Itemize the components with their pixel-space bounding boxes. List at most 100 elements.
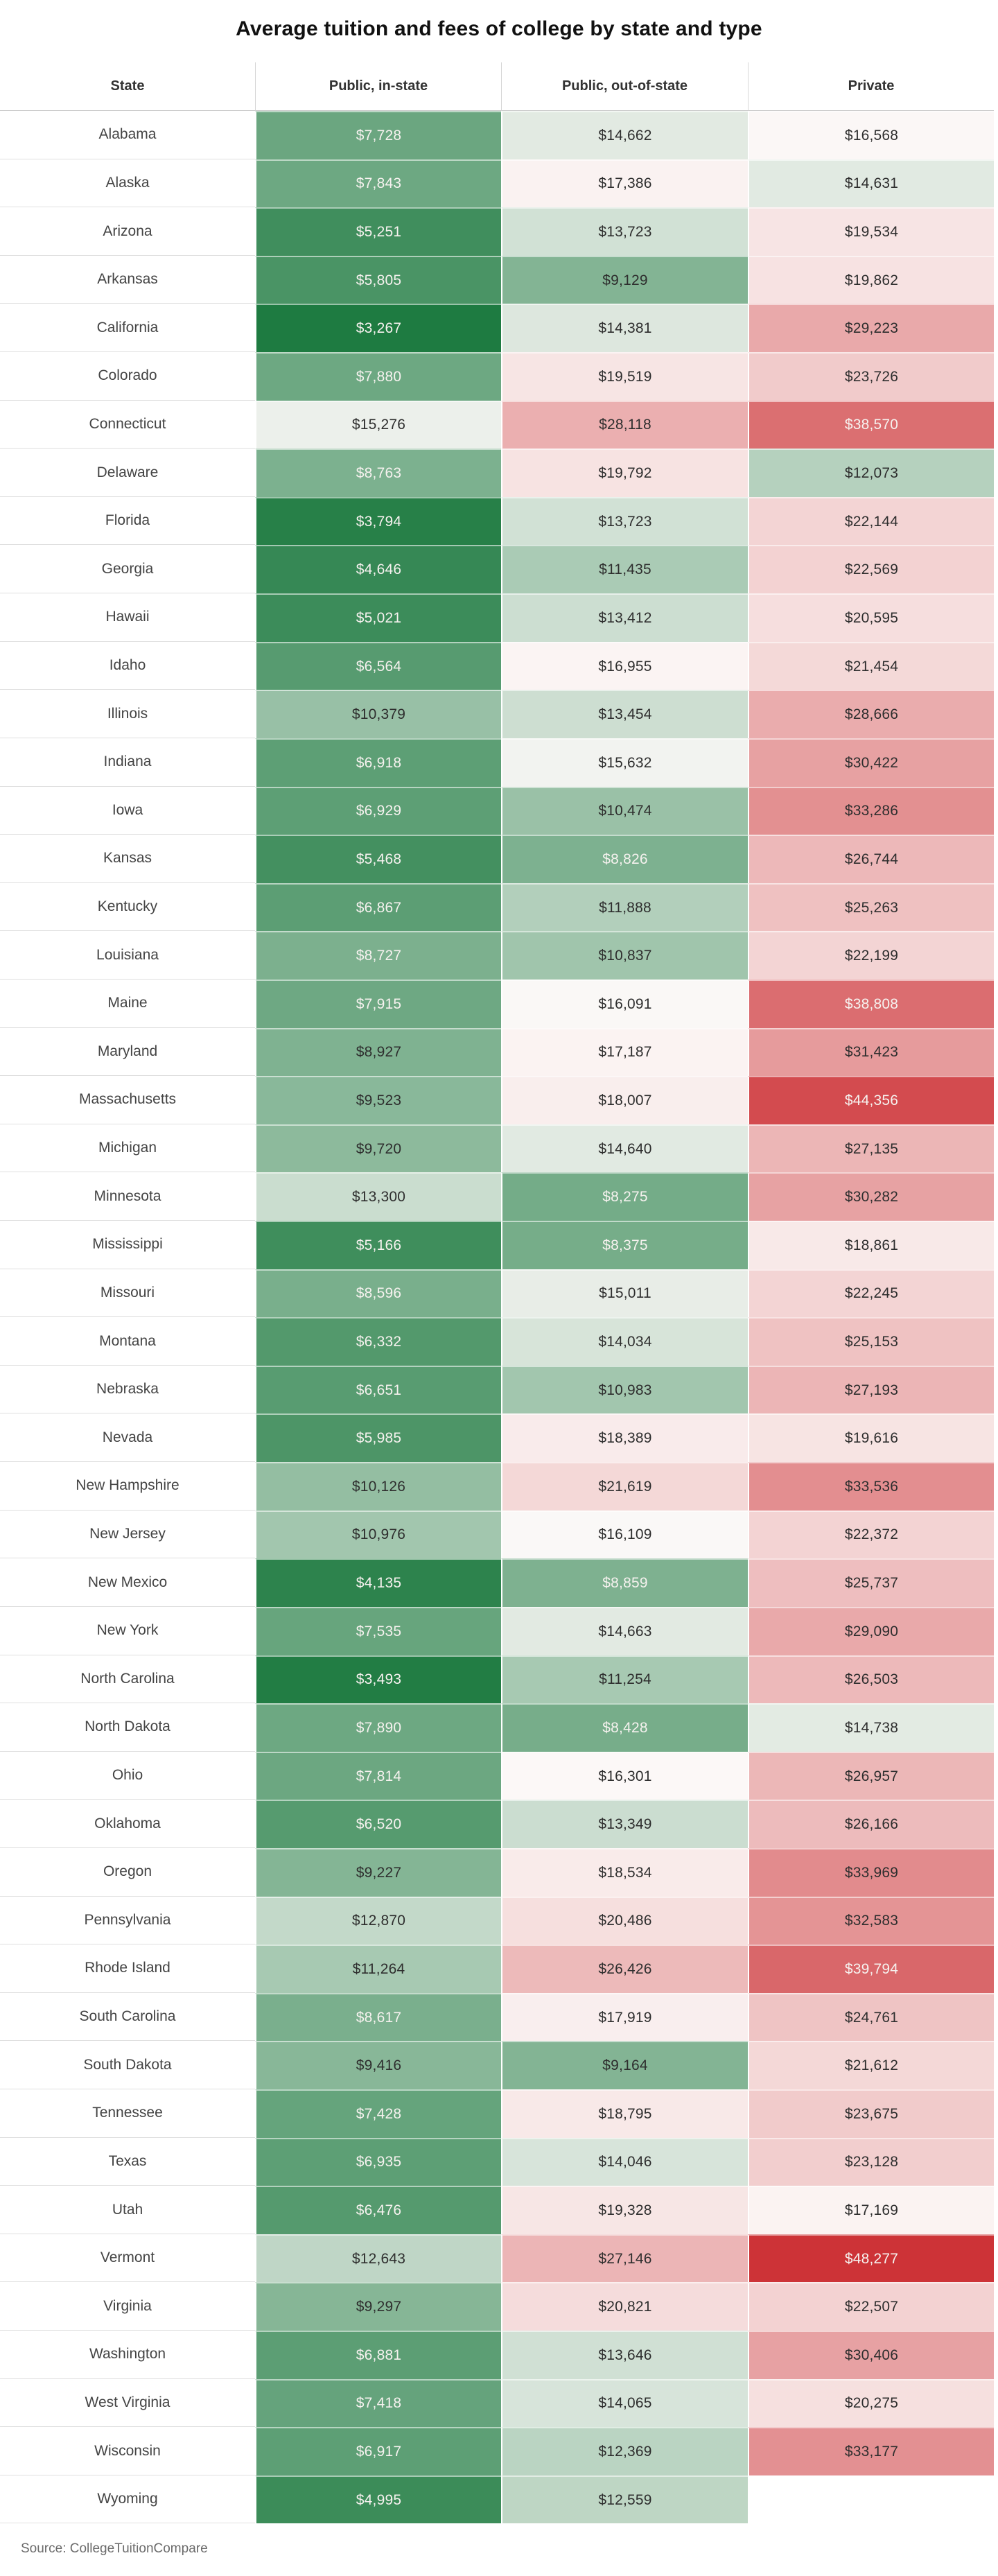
value-cell-public-in-state: $9,227	[255, 1847, 501, 1897]
state-cell: Oklahoma	[0, 1800, 255, 1848]
table-row: Georgia $4,646 $11,435 $22,569	[0, 545, 994, 594]
value-cell-public-out-of-state: $8,275	[501, 1172, 748, 1221]
value-cell-public-out-of-state: $18,389	[501, 1413, 748, 1463]
table-row: Hawaii $5,021 $13,412 $20,595	[0, 593, 994, 642]
value-cell-public-in-state: $9,416	[255, 2041, 501, 2089]
value-cell-public-in-state: $6,881	[255, 2331, 501, 2379]
value-cell-public-out-of-state: $18,007	[501, 1076, 748, 1124]
value-cell-public-out-of-state: $11,888	[501, 882, 748, 932]
value-cell-public-out-of-state: $8,859	[501, 1558, 748, 1607]
value-cell-public-in-state: $8,617	[255, 1992, 501, 2042]
value-cell-public-in-state: $13,300	[255, 1172, 501, 1221]
state-cell: Maine	[0, 979, 255, 1028]
state-cell: Wyoming	[0, 2475, 255, 2524]
value-cell-public-in-state: $5,021	[255, 593, 501, 642]
table-row: Tennessee $7,428 $18,795 $23,675	[0, 2089, 994, 2138]
table-row: Ohio $7,814 $16,301 $26,957	[0, 1751, 994, 1800]
value-cell-public-out-of-state: $18,534	[501, 1847, 748, 1897]
value-cell-public-in-state: $6,867	[255, 882, 501, 932]
table-row: Michigan $9,720 $14,640 $27,135	[0, 1124, 994, 1173]
state-cell: Michigan	[0, 1124, 255, 1173]
value-cell-private: $30,406	[748, 2331, 994, 2379]
value-cell-public-out-of-state: $16,109	[501, 1510, 748, 1559]
value-cell-public-out-of-state: $13,412	[501, 593, 748, 642]
value-cell-private: $28,666	[748, 690, 994, 738]
value-cell-public-out-of-state: $14,034	[501, 1317, 748, 1366]
value-cell-public-out-of-state: $14,663	[501, 1606, 748, 1655]
value-cell-public-out-of-state: $10,837	[501, 931, 748, 980]
value-cell-private: $44,356	[748, 1076, 994, 1124]
table-row: Montana $6,332 $14,034 $25,153	[0, 1317, 994, 1366]
value-cell-private: $22,569	[748, 545, 994, 594]
value-cell-public-out-of-state: $13,723	[501, 496, 748, 546]
value-cell-public-in-state: $6,935	[255, 2137, 501, 2186]
value-cell-public-in-state: $6,929	[255, 786, 501, 835]
table-row: Indiana $6,918 $15,632 $30,422	[0, 738, 994, 787]
value-cell-public-out-of-state: $9,164	[501, 2041, 748, 2089]
value-cell-public-in-state: $7,428	[255, 2089, 501, 2138]
value-cell-public-out-of-state: $12,369	[501, 2427, 748, 2475]
value-cell-public-in-state: $5,985	[255, 1413, 501, 1463]
value-cell-public-out-of-state: $16,301	[501, 1751, 748, 1800]
state-cell: Texas	[0, 2137, 255, 2186]
state-cell: New Mexico	[0, 1558, 255, 1607]
table-header: State Public, in-state Public, out-of-st…	[0, 62, 994, 111]
value-cell-private: $22,372	[748, 1510, 994, 1559]
table-row: Illinois $10,379 $13,454 $28,666	[0, 690, 994, 738]
state-cell: Wisconsin	[0, 2427, 255, 2475]
value-cell-private: $38,570	[748, 400, 994, 449]
table-row: Oregon $9,227 $18,534 $33,969	[0, 1847, 994, 1897]
value-cell-private: $18,861	[748, 1221, 994, 1269]
value-cell-public-in-state: $7,890	[255, 1703, 501, 1752]
state-cell: New York	[0, 1606, 255, 1655]
value-cell-private: $33,536	[748, 1462, 994, 1511]
table-row: New Mexico $4,135 $8,859 $25,737	[0, 1558, 994, 1607]
column-header-public-in-state: Public, in-state	[255, 62, 501, 111]
value-cell-private: $14,631	[748, 159, 994, 208]
value-cell-public-in-state: $7,418	[255, 2378, 501, 2428]
value-cell-private: $19,862	[748, 255, 994, 304]
value-cell-public-in-state: $7,535	[255, 1606, 501, 1655]
state-cell: Alaska	[0, 159, 255, 208]
value-cell-private: $22,199	[748, 931, 994, 980]
table-row: New Jersey $10,976 $16,109 $22,372	[0, 1510, 994, 1559]
value-cell-public-out-of-state: $27,146	[501, 2234, 748, 2283]
value-cell-private: $23,726	[748, 352, 994, 401]
value-cell-public-out-of-state: $20,821	[501, 2282, 748, 2331]
table-row: Massachusetts $9,523 $18,007 $44,356	[0, 1076, 994, 1124]
value-cell-public-out-of-state: $17,386	[501, 159, 748, 208]
table-row: West Virginia $7,418 $14,065 $20,275	[0, 2378, 994, 2428]
value-cell-private: $20,595	[748, 593, 994, 642]
state-cell: North Dakota	[0, 1703, 255, 1752]
value-cell-public-in-state: $10,976	[255, 1510, 501, 1559]
state-cell: Utah	[0, 2186, 255, 2234]
value-cell-public-out-of-state: $28,118	[501, 400, 748, 449]
state-cell: South Carolina	[0, 1992, 255, 2042]
value-cell-private: $29,223	[748, 304, 994, 353]
value-cell-public-out-of-state: $8,375	[501, 1221, 748, 1269]
value-cell-public-in-state: $7,843	[255, 159, 501, 208]
value-cell-private: $33,177	[748, 2427, 994, 2475]
value-cell-private: $26,957	[748, 1751, 994, 1800]
table-row: Maryland $8,927 $17,187 $31,423	[0, 1027, 994, 1077]
value-cell-private: $24,761	[748, 1992, 994, 2042]
value-cell-public-in-state: $6,651	[255, 1365, 501, 1414]
value-cell-public-in-state: $6,520	[255, 1800, 501, 1848]
state-cell: Montana	[0, 1317, 255, 1366]
state-cell: Indiana	[0, 738, 255, 787]
value-cell-private: $31,423	[748, 1027, 994, 1077]
value-cell-public-in-state: $3,794	[255, 496, 501, 546]
table-row: Wyoming $4,995 $12,559	[0, 2475, 994, 2524]
state-cell: Louisiana	[0, 931, 255, 980]
state-cell: Nevada	[0, 1413, 255, 1463]
table-row: Rhode Island $11,264 $26,426 $39,794	[0, 1944, 994, 1993]
value-cell-public-out-of-state: $13,723	[501, 207, 748, 256]
value-cell-public-out-of-state: $14,065	[501, 2378, 748, 2428]
table-row: Idaho $6,564 $16,955 $21,454	[0, 641, 994, 690]
value-cell-public-out-of-state: $14,046	[501, 2137, 748, 2186]
value-cell-public-out-of-state: $16,955	[501, 641, 748, 690]
value-cell-private: $16,568	[748, 111, 994, 159]
state-cell: Maryland	[0, 1027, 255, 1077]
state-cell: Idaho	[0, 641, 255, 690]
table-row: Florida $3,794 $13,723 $22,144	[0, 496, 994, 546]
